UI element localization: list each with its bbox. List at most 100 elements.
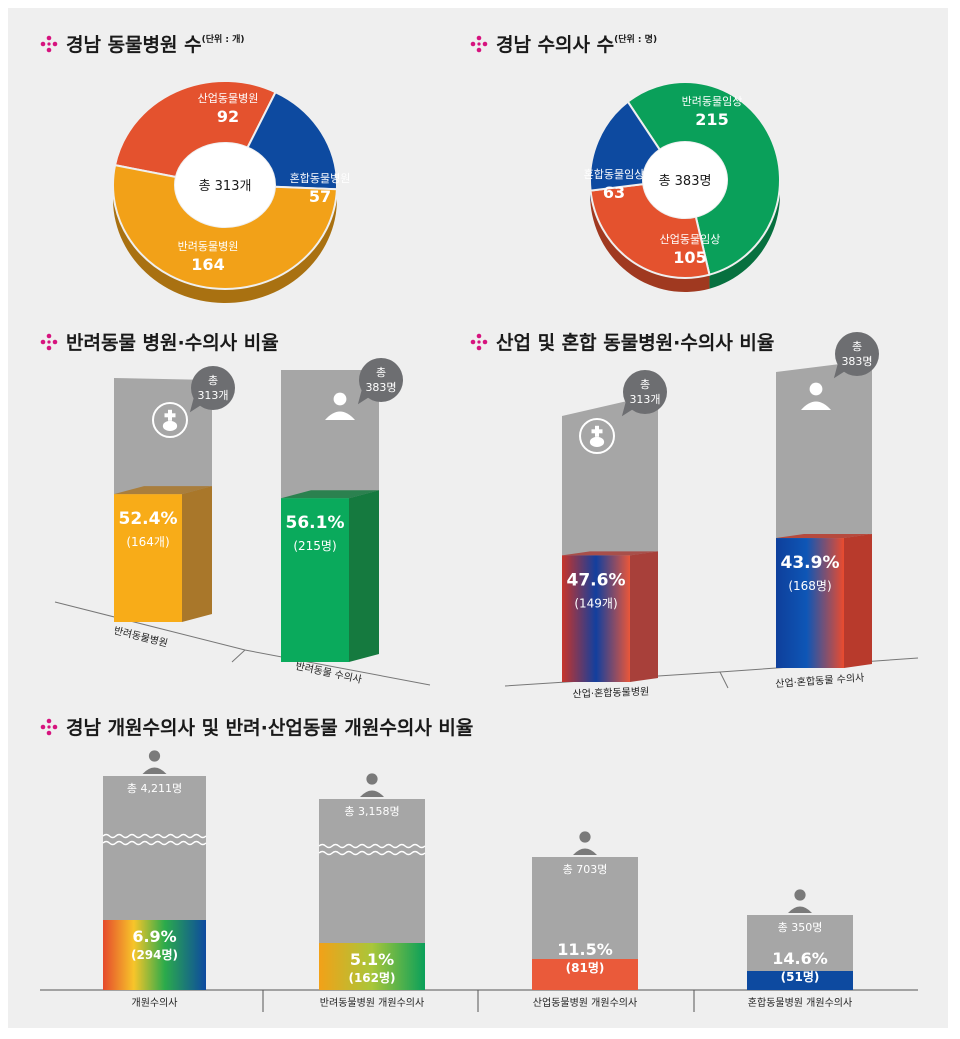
bullet-cross-icon [470, 35, 488, 53]
practice-title-text: 경남 개원수의사 및 반려·산업동물 개원수의사 비율 [66, 717, 474, 739]
hospitals-unit: (단위 : 개) [201, 35, 245, 45]
slice-value: 105 [673, 248, 706, 267]
vet-icon-head [809, 382, 823, 396]
person-icon [360, 773, 384, 797]
bubble-circle [835, 332, 879, 376]
bar-side [630, 551, 658, 682]
bar-top [562, 551, 658, 556]
practice-value-label: 11.5% [557, 940, 613, 959]
practice-total-label: 총 350명 [778, 921, 823, 934]
person-icon-body [142, 767, 167, 774]
bar-value-label: 47.6% [567, 570, 626, 590]
donut-chart [589, 81, 781, 292]
bar-value-label: 52.4% [119, 509, 178, 529]
person-icon [142, 750, 167, 774]
slice-value: 63 [603, 183, 625, 202]
ratio-bar [281, 490, 379, 662]
bubble-total-label: 총 [376, 366, 386, 379]
bullet-cross-icon [40, 35, 58, 53]
slice-label: 반려동물병원 [178, 240, 239, 253]
practice-category-label: 산업동물병원 개원수의사 [533, 996, 637, 1009]
practice-count-label: (81명) [566, 961, 605, 975]
slice-value: 92 [217, 107, 239, 126]
donut-hole [643, 142, 727, 218]
hospital-dog-icon [579, 418, 615, 454]
practice-value-label: 14.6% [772, 949, 828, 968]
companion-title-text: 반려동물 병원·수의사 비율 [66, 332, 279, 354]
practice-ratio-bar [319, 943, 425, 990]
slice-value: 164 [191, 255, 224, 274]
practice-total-label: 총 4,211명 [127, 782, 182, 795]
practice-category-label: 개원수의사 [132, 997, 178, 1009]
bubble-total-label: 총 [640, 378, 650, 391]
bar-count-label: (168명) [788, 579, 831, 593]
person-icon-head [366, 773, 378, 785]
bullet-cross-icon [40, 718, 58, 736]
bubble-total-label: 383명 [365, 381, 396, 394]
total-bubble: 총 383명 [833, 332, 879, 379]
total-bubble: 총 313개 [621, 370, 667, 417]
bar-top [281, 490, 379, 499]
bubble-circle [191, 366, 235, 410]
wave-line [102, 840, 207, 846]
hospitals-title-text: 경남 동물병원 수 [66, 34, 202, 56]
practice-category-label: 반려동물병원 개원수의사 [320, 997, 424, 1009]
bullet-cross-icon [470, 333, 488, 351]
person-icon-body [360, 790, 384, 797]
vet-icon-body [801, 401, 831, 410]
bar-side [844, 534, 872, 668]
person-icon-head [148, 750, 161, 762]
veterinarian-icon [801, 382, 831, 410]
category-label: 산업·혼합동물병원 [572, 685, 649, 701]
vets-unit: (단위 : 명) [614, 35, 658, 45]
practice-value-label: 6.9% [132, 927, 176, 946]
bar-count-label: (215명) [293, 539, 336, 553]
donut-center-label: 총 383명 [659, 174, 712, 189]
slice-label: 혼합동물병원 [290, 172, 351, 185]
bubble-tail [189, 395, 202, 413]
practice-category-label: 혼합동물병원 개원수의사 [748, 996, 852, 1009]
slice-label: 반려동물임상 [682, 95, 743, 108]
wave-break-icon [102, 833, 207, 846]
person-icon-body [573, 848, 597, 855]
industrial-section-title: 산업 및 혼합 동물병원·수의사 비율 [470, 328, 774, 355]
hospital-icon-dog [162, 420, 178, 432]
practice-count-label: (162명) [348, 971, 395, 985]
veterinarian-icon [325, 392, 355, 420]
total-bubble: 총 383명 [357, 358, 403, 405]
bubble-tail [621, 399, 634, 417]
slice-value: 57 [309, 187, 331, 206]
hospital-icon-cross-h [164, 413, 176, 418]
hospital-icon-dog [589, 436, 605, 448]
ratio-bar [114, 486, 212, 622]
ratio-bar [562, 551, 658, 682]
bar-front [562, 555, 630, 682]
person-icon-head [579, 831, 591, 843]
industrial-title-text: 산업 및 혼합 동물병원·수의사 비율 [496, 332, 775, 354]
bar-front [776, 538, 844, 668]
practice-count-label: (51명) [781, 970, 820, 984]
hospital-dog-icon [152, 402, 188, 438]
bubble-circle [623, 370, 667, 414]
ratio-bar [776, 534, 872, 668]
category-label: 반려동물 수의사 [294, 660, 363, 686]
wave-line [318, 843, 426, 849]
person-icon [788, 889, 812, 913]
bubble-tail [357, 387, 370, 405]
total-bubble: 총 313개 [189, 366, 235, 413]
bubble-total-label: 383명 [841, 355, 872, 368]
practice-count-label: (294명) [131, 948, 178, 962]
hospitals-section-title: 경남 동물병원 수(단위 : 개) [40, 30, 245, 57]
bubble-total-label: 313개 [629, 393, 660, 406]
companion-section-title: 반려동물 병원·수의사 비율 [40, 328, 279, 355]
person-icon [573, 831, 597, 855]
vets-section-title: 경남 수의사 수(단위 : 명) [470, 30, 657, 57]
practice-value-label: 5.1% [350, 950, 394, 969]
donut-chart [112, 80, 338, 303]
practice-ratio-bar [103, 920, 206, 990]
category-label: 산업·혼합동물 수의사 [775, 671, 865, 690]
hospital-icon-cross-h [591, 429, 603, 434]
slice-value: 215 [695, 110, 728, 129]
